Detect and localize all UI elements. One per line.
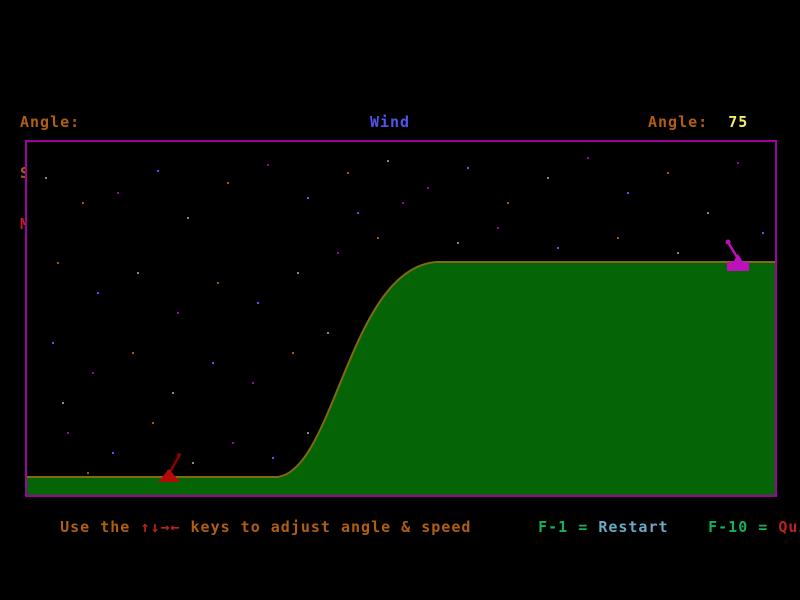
tank-left-barrel-tip (177, 453, 181, 457)
terrain (27, 263, 775, 495)
star (87, 472, 89, 474)
status-instructions: Use the ↑↓→← keys to adjust angle & spee… (20, 502, 471, 553)
star (387, 160, 389, 162)
star (557, 247, 559, 249)
status-restart-hint: F-1 = Restart (498, 502, 669, 553)
star (337, 252, 339, 254)
star (707, 212, 709, 214)
battlefield (25, 140, 777, 497)
star (507, 202, 509, 204)
left-angle-label: Angle: (20, 113, 81, 131)
star (307, 432, 309, 434)
tank-right (725, 239, 749, 271)
star (137, 272, 139, 274)
star (547, 177, 549, 179)
star (677, 252, 679, 254)
star (97, 292, 99, 294)
star (327, 332, 329, 334)
status-quit-hint: F-10 = Quit (668, 502, 800, 553)
star (762, 232, 764, 234)
star (267, 164, 269, 166)
star (172, 392, 174, 394)
tank-left (158, 453, 181, 482)
star (227, 182, 229, 184)
star (617, 237, 619, 239)
star (347, 172, 349, 174)
star (177, 312, 179, 314)
star (357, 212, 359, 214)
hud-left-angle-row: Angle: (20, 114, 150, 131)
right-angle-value: 75 (708, 113, 749, 131)
star (152, 422, 154, 424)
star (82, 202, 84, 204)
tank-left-barrel (168, 455, 181, 473)
star (427, 187, 429, 189)
restart-keys: F-1 = (538, 518, 599, 536)
star (377, 237, 379, 239)
star (257, 302, 259, 304)
quit-keys: F-10 = (708, 518, 779, 536)
terrain-layer (27, 239, 775, 495)
right-angle-label: Angle: (648, 113, 709, 131)
star (307, 197, 309, 199)
arrow-keys-icon: ↑↓→← (140, 518, 181, 536)
restart-label: Restart (598, 518, 669, 536)
star (132, 352, 134, 354)
star (292, 352, 294, 354)
star (667, 172, 669, 174)
star (112, 452, 114, 454)
tank-right-barrel-tip (725, 239, 731, 245)
star (52, 342, 54, 344)
star (57, 262, 59, 264)
star (217, 282, 219, 284)
star (187, 217, 189, 219)
tank-right-barrel (727, 243, 739, 258)
star (67, 432, 69, 434)
star (252, 382, 254, 384)
star (627, 192, 629, 194)
star (737, 162, 739, 164)
star (402, 202, 404, 204)
instruction-suffix: keys to adjust angle & speed (180, 518, 472, 536)
star (297, 272, 299, 274)
wind-label: Wind (369, 113, 411, 131)
star (117, 192, 119, 194)
star (587, 157, 589, 159)
star (272, 457, 274, 459)
star (497, 227, 499, 229)
tank-right-body (727, 254, 749, 271)
terrain-top-edge (27, 261, 775, 478)
instruction-prefix: Use the (60, 518, 141, 536)
star (62, 402, 64, 404)
star (457, 242, 459, 244)
star (212, 362, 214, 364)
star (92, 372, 94, 374)
hud-right-angle-row: Angle: 75 (648, 114, 778, 131)
star (192, 462, 194, 464)
tank-left-body (158, 469, 180, 482)
star (232, 442, 234, 444)
star (45, 177, 47, 179)
star (157, 170, 159, 172)
quit-label: Quit (778, 518, 800, 536)
star (467, 167, 469, 169)
